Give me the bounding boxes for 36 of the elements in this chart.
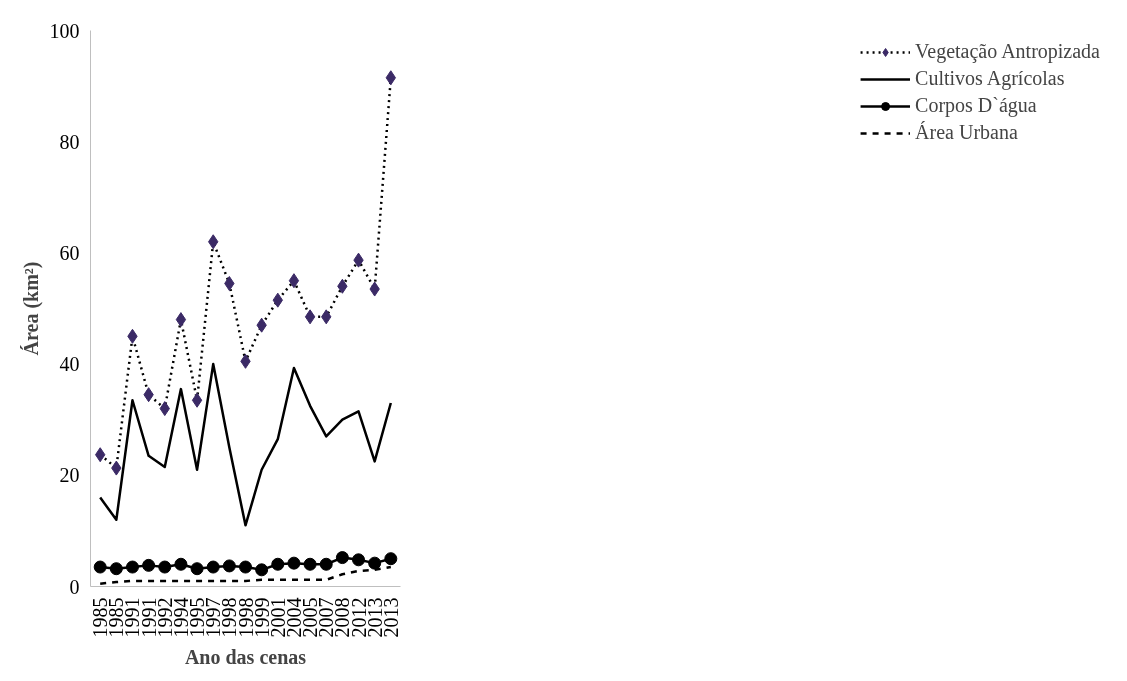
point (174, 557, 188, 571)
point (303, 557, 317, 571)
point (335, 551, 349, 565)
y-tick-label: 80 (59, 130, 80, 153)
point (255, 563, 269, 577)
point (288, 273, 300, 289)
point (239, 560, 252, 574)
point (319, 557, 333, 571)
x-axis-title: Ano das cenas (184, 645, 307, 668)
y-tick-label: 60 (59, 241, 80, 264)
point (175, 312, 187, 328)
point (384, 552, 398, 566)
line-series (98, 362, 393, 527)
point (142, 558, 156, 572)
legend-label: Corpos D`água (915, 94, 1037, 117)
y-tick-label: 20 (59, 464, 80, 487)
y-tick-label: 0 (69, 575, 80, 598)
point (190, 562, 204, 576)
point (93, 560, 107, 574)
legend-label: Vegetação Antropizada (915, 40, 1100, 63)
point (352, 553, 366, 567)
point (191, 392, 203, 408)
point (287, 556, 301, 570)
legend-label: Cultivos Agrícolas (915, 67, 1065, 90)
point (222, 559, 236, 573)
y-tick-label: 40 (59, 353, 80, 376)
point (109, 562, 123, 576)
y-tick-label: 100 (49, 19, 80, 42)
point (158, 560, 172, 574)
point (304, 309, 316, 325)
point (206, 560, 220, 574)
point (271, 557, 285, 571)
point (368, 556, 382, 570)
y-axis-title: Área (km²) (19, 261, 43, 356)
legend-label: Área Urbana (915, 121, 1018, 144)
point (125, 560, 139, 574)
